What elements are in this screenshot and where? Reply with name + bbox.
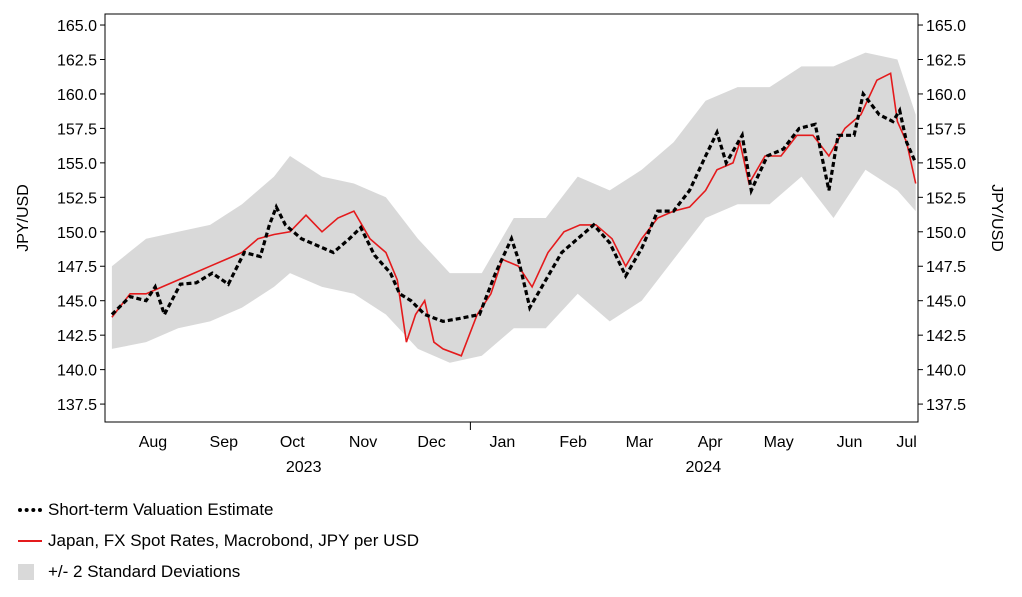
x-year-label: 2024 — [686, 459, 722, 476]
y-tick-label-left: 137.5 — [57, 397, 97, 414]
x-tick-labels: Aug Sep Oct Nov Dec Jan Feb Mar Apr May Jun Jul 2023… — [139, 434, 917, 476]
legend-label-estimate: Short-term Valuation Estimate — [48, 499, 274, 519]
left-y-tick-labels: 137.5 140.0 142.5 145.0 147.5 150.0 152.5 155.0… — [57, 18, 97, 414]
legend-item-band: +/- 2 Standard Deviations — [18, 556, 419, 587]
x-month-label: Jun — [837, 434, 863, 451]
y-tick-label-left: 145.0 — [57, 294, 97, 311]
legend-item-estimate: Short-term Valuation Estimate — [18, 494, 419, 525]
y-tick-label-left: 147.5 — [57, 259, 97, 276]
y-tick-label-left: 160.0 — [57, 87, 97, 104]
y-axis-label-right: JPY/USD — [988, 184, 1005, 252]
plot-area-frame — [104, 13, 919, 423]
legend-label-band: +/- 2 Standard Deviations — [48, 561, 241, 581]
y-tick-label-left: 157.5 — [57, 121, 97, 138]
x-month-label: Mar — [626, 434, 654, 451]
y-tick-label-right: 152.5 — [926, 190, 966, 207]
y-tick-label-left: 150.0 — [57, 225, 97, 242]
y-tick-label-right: 150.0 — [926, 225, 966, 242]
y-axis-label-left: JPY/USD — [15, 184, 32, 252]
fx-chart: 137.5 140.0 142.5 145.0 147.5 150.0 152.5 155.0… — [15, 13, 1005, 476]
y-tick-label-left: 165.0 — [57, 18, 97, 35]
y-tick-label-right: 137.5 — [926, 397, 966, 414]
y-tick-label-right: 147.5 — [926, 259, 966, 276]
spot-rate-line — [111, 72, 917, 357]
x-month-label: May — [764, 434, 794, 451]
y-tick-label-right: 140.0 — [926, 363, 966, 380]
std-dev-band-layer — [111, 52, 916, 363]
x-month-label: Jan — [489, 434, 515, 451]
x-month-label: Apr — [698, 434, 724, 451]
y-tick-label-right: 142.5 — [926, 328, 966, 345]
x-month-label: Oct — [280, 434, 305, 451]
legend-item-spot: Japan, FX Spot Rates, Macrobond, JPY per… — [18, 525, 419, 556]
y-tick-label-right: 162.5 — [926, 52, 966, 69]
red-line-swatch — [18, 539, 42, 542]
right-y-tick-labels: 137.5 140.0 142.5 145.0 147.5 150.0 152.5 155.0… — [926, 18, 966, 414]
x-year-label: 2023 — [286, 459, 322, 476]
legend-label-spot: Japan, FX Spot Rates, Macrobond, JPY per… — [48, 530, 420, 550]
x-month-label: Nov — [349, 434, 377, 451]
valuation-estimate-line — [110, 90, 918, 324]
axis-layer — [100, 13, 923, 430]
y-tick-label-right: 165.0 — [926, 18, 966, 35]
series-layer — [110, 72, 918, 357]
y-tick-label-left: 142.5 — [57, 328, 97, 345]
y-tick-label-right: 157.5 — [926, 121, 966, 138]
grey-band-swatch — [18, 563, 34, 580]
x-month-label: Aug — [139, 434, 167, 451]
x-month-label: Dec — [417, 434, 445, 451]
legend: Short-term Valuation Estimate Japan, FX … — [18, 494, 419, 587]
x-month-label: Sep — [210, 434, 239, 451]
y-tick-label-right: 160.0 — [926, 87, 966, 104]
y-tick-label-left: 155.0 — [57, 156, 97, 173]
dotted-line-swatch — [18, 507, 42, 512]
y-tick-label-left: 140.0 — [57, 363, 97, 380]
y-tick-label-right: 145.0 — [926, 294, 966, 311]
y-tick-label-left: 162.5 — [57, 52, 97, 69]
y-tick-label-right: 155.0 — [926, 156, 966, 173]
std-dev-band — [111, 52, 916, 363]
x-month-label: Feb — [559, 434, 587, 451]
x-month-label: Jul — [896, 434, 916, 451]
y-tick-label-left: 152.5 — [57, 190, 97, 207]
